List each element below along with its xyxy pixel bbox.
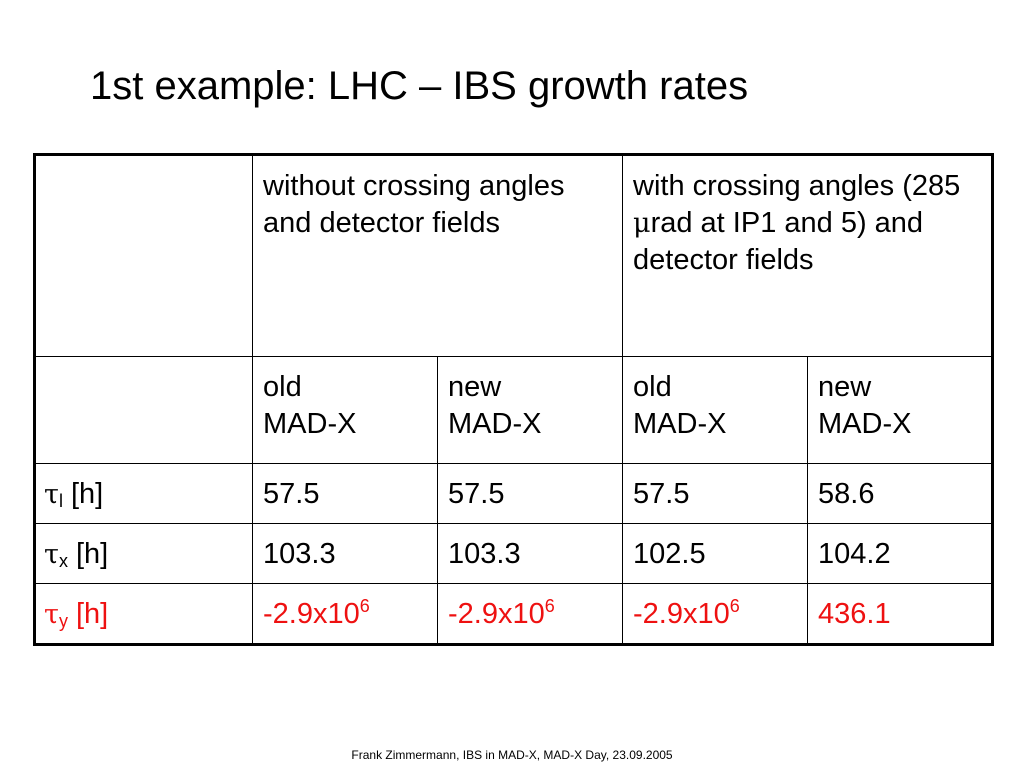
table-cell: -2.9x106	[436, 583, 624, 645]
slide-title: 1st example: LHC – IBS growth rates	[90, 64, 749, 108]
subheader-new-madx-1: new MAD-X	[436, 356, 624, 464]
tau-symbol: τ	[44, 599, 59, 630]
table-cell: 102.5	[622, 523, 809, 584]
header-with-crossing: with crossing angles (285 μrad at IP1 an…	[622, 154, 994, 357]
header-without-crossing: without crossing angles and detector fie…	[251, 154, 624, 357]
unit-label: [h]	[67, 598, 109, 630]
unit-label: [h]	[67, 538, 109, 570]
table-cell: 57.5	[436, 463, 624, 524]
subheader-line1: new	[818, 371, 872, 403]
value-exponent: 6	[544, 596, 555, 616]
subheader-line2: MAD-X	[263, 408, 357, 440]
table-cell: 103.3	[252, 523, 438, 584]
row-label-tau-l: τl [h]	[34, 463, 253, 524]
table-header-row: without crossing angles and detector fie…	[34, 154, 994, 357]
row-label-tau-y: τy [h]	[34, 583, 253, 645]
header-with-crossing-pre: with crossing angles (285	[633, 170, 961, 202]
slide-footer: Frank Zimmermann, IBS in MAD-X, MAD-X Da…	[351, 748, 673, 762]
subheader-empty-cell	[34, 356, 253, 464]
value-base: -2.9x10	[633, 598, 730, 630]
table-cell: 104.2	[807, 523, 994, 584]
subheader-line1: new	[448, 371, 502, 403]
value-exponent: 6	[359, 596, 370, 616]
subheader-line2: MAD-X	[448, 408, 542, 440]
subscript-x: x	[58, 551, 68, 571]
ibs-growth-rates-table: without crossing angles and detector fie…	[33, 153, 995, 646]
subscript-l: l	[58, 491, 63, 511]
table-subheader-row: old MAD-X new MAD-X old MAD-X new MAD-X	[34, 356, 994, 464]
tau-symbol: τ	[44, 539, 59, 570]
value-base: -2.9x10	[448, 598, 545, 630]
table-cell: -2.9x106	[252, 583, 438, 645]
subheader-line1: old	[263, 371, 302, 403]
table-cell: -2.9x106	[622, 583, 809, 645]
table-row-tau-y: τy [h] -2.9x106 -2.9x106 -2.9x106 436.1	[34, 583, 994, 645]
table-cell: 58.6	[807, 463, 994, 524]
subscript-y: y	[58, 611, 68, 631]
value-exponent: 6	[729, 596, 740, 616]
table-cell: 436.1	[807, 583, 994, 645]
subheader-line2: MAD-X	[818, 408, 912, 440]
table-row-tau-l: τl [h] 57.5 57.5 57.5 58.6	[34, 463, 994, 524]
header-empty-cell	[34, 154, 253, 357]
subheader-new-madx-2: new MAD-X	[807, 356, 994, 464]
unit-label: [h]	[62, 478, 104, 510]
mu-symbol: μ	[633, 208, 651, 239]
subheader-line1: old	[633, 371, 672, 403]
value-base: -2.9x10	[263, 598, 360, 630]
subheader-old-madx-2: old MAD-X	[622, 356, 809, 464]
table-cell: 57.5	[622, 463, 809, 524]
subheader-line2: MAD-X	[633, 408, 727, 440]
table-cell: 57.5	[252, 463, 438, 524]
tau-symbol: τ	[44, 479, 59, 510]
row-label-tau-x: τx [h]	[34, 523, 253, 584]
subheader-old-madx-1: old MAD-X	[252, 356, 438, 464]
table-row-tau-x: τx [h] 103.3 103.3 102.5 104.2	[34, 523, 994, 584]
value-base: 436.1	[818, 598, 891, 630]
header-with-crossing-post: rad at IP1 and 5) and detector fields	[633, 207, 924, 276]
table-cell: 103.3	[436, 523, 624, 584]
